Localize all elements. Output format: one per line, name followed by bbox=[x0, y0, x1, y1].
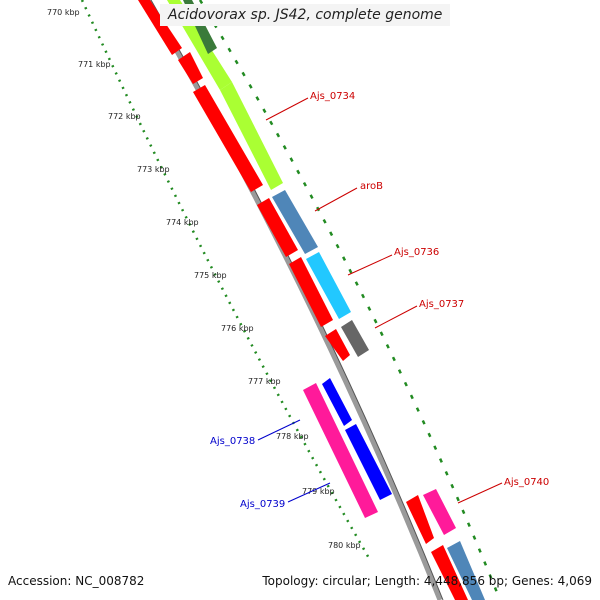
kbp-label: 774 kbp bbox=[166, 218, 199, 227]
kbp-ruler bbox=[80, 0, 372, 561]
gene-labels: Ajs_0734 aroB Ajs_0736 Ajs_0737 Ajs_0738… bbox=[210, 91, 549, 510]
outer-tick-ruler bbox=[198, 0, 502, 600]
gene-label-ajs-0737[interactable]: Ajs_0737 bbox=[419, 299, 464, 310]
gene-label-ajs-0740[interactable]: Ajs_0740 bbox=[504, 477, 549, 488]
kbp-label: 775 kbp bbox=[194, 271, 227, 280]
gene-feature[interactable] bbox=[406, 495, 434, 544]
kbp-label: 776 kbp bbox=[221, 324, 254, 333]
genome-backbone bbox=[145, 0, 443, 600]
kbp-labels: 770 kbp 771 kbp 772 kbp 773 kbp 774 kbp … bbox=[47, 8, 361, 550]
kbp-label: 779 kbp bbox=[302, 487, 335, 496]
accession-text: Accession: NC_008782 bbox=[8, 574, 145, 588]
gene-feature[interactable] bbox=[303, 383, 378, 518]
gene-feature[interactable] bbox=[178, 52, 203, 84]
gene-feature[interactable] bbox=[431, 545, 468, 600]
gene-label-ajs-0739[interactable]: Ajs_0739 bbox=[240, 499, 285, 510]
gene-feature[interactable] bbox=[289, 257, 333, 327]
gene-feature[interactable] bbox=[257, 198, 298, 257]
gene-feature[interactable] bbox=[423, 489, 456, 535]
gene-feature[interactable] bbox=[325, 329, 350, 361]
gene-label-ajs-0736[interactable]: Ajs_0736 bbox=[394, 247, 439, 258]
kbp-label: 770 kbp bbox=[47, 8, 80, 17]
gene-feature[interactable] bbox=[193, 85, 263, 192]
gene-leaders bbox=[257, 97, 503, 504]
gene-feature[interactable] bbox=[306, 252, 351, 319]
gene-feature[interactable] bbox=[138, 0, 182, 55]
genome-summary: Topology: circular; Length: 4,448,856 bp… bbox=[262, 574, 592, 588]
gene-feature[interactable] bbox=[322, 378, 352, 426]
gene-feature[interactable] bbox=[447, 541, 485, 600]
gene-feature[interactable] bbox=[341, 320, 369, 357]
gene-feature[interactable] bbox=[345, 424, 392, 500]
kbp-label: 772 kbp bbox=[108, 112, 141, 121]
reverse-strand bbox=[138, 0, 468, 600]
kbp-label: 777 kbp bbox=[248, 377, 281, 386]
kbp-label: 773 kbp bbox=[137, 165, 170, 174]
genome-title: Acidovorax sp. JS42, complete genome bbox=[160, 4, 451, 26]
kbp-label: 780 kbp bbox=[328, 541, 361, 550]
gene-label-ajs-0738[interactable]: Ajs_0738 bbox=[210, 436, 255, 447]
kbp-label: 771 kbp bbox=[78, 60, 111, 69]
gene-feature[interactable] bbox=[272, 190, 318, 254]
gene-label-ajs-0734[interactable]: Ajs_0734 bbox=[310, 91, 355, 102]
gene-label-arob[interactable]: aroB bbox=[360, 181, 383, 192]
gene-feature[interactable] bbox=[220, 82, 283, 190]
kbp-label: 778 kbp bbox=[276, 432, 309, 441]
